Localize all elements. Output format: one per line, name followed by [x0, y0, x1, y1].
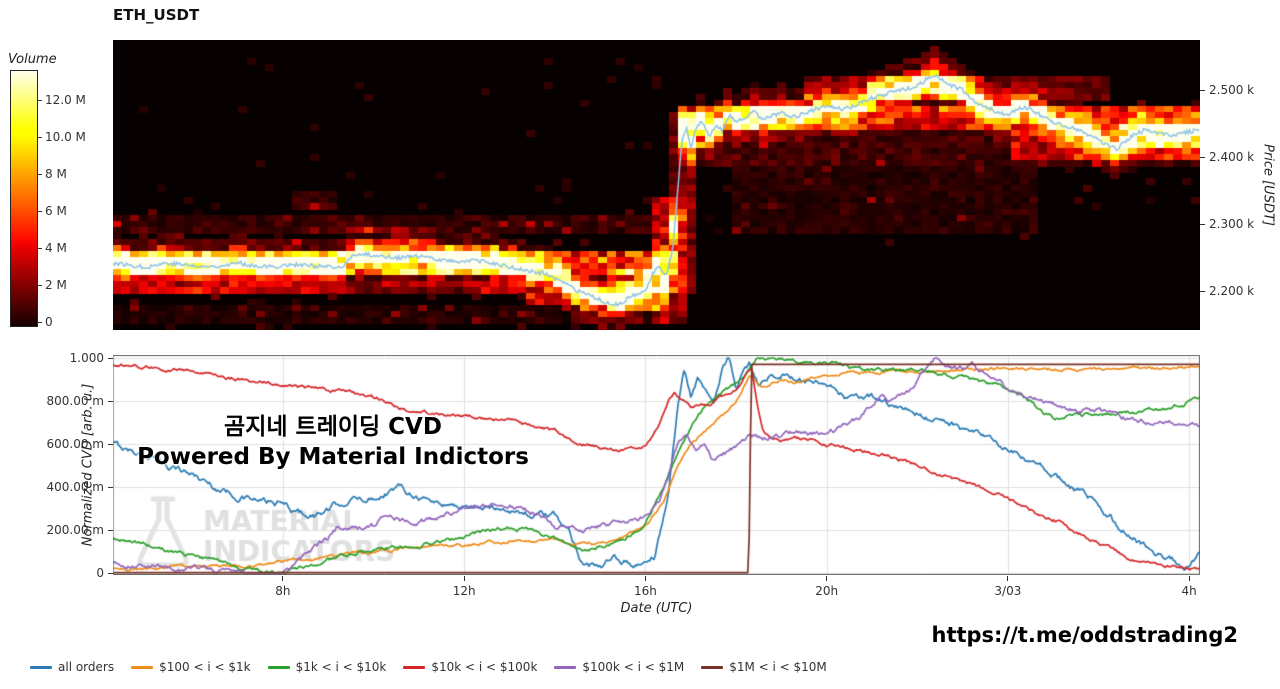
- legend-label: all orders: [58, 660, 115, 674]
- tick-label: 0: [96, 566, 104, 580]
- watermark-line2: Powered By Material Indictors: [137, 444, 529, 470]
- watermark-text: 곰지네 트레이딩 CVD Powered By Material Indicto…: [118, 412, 548, 472]
- tick-label: 2.200 k: [1209, 284, 1255, 299]
- tick-label: 12.0 M: [45, 93, 86, 107]
- tick-mark: [108, 443, 113, 445]
- tick-mark: [282, 576, 284, 581]
- watermark-line1: 곰지네 트레이딩 CVD: [224, 414, 442, 440]
- tick-label: 800.00 m: [46, 394, 105, 408]
- tick-label: 16h: [633, 584, 657, 598]
- legend-item: $100k < i < $1M: [554, 660, 684, 674]
- legend-line-swatch: [701, 665, 724, 669]
- tick-mark: [38, 136, 42, 138]
- legend-item: $100 < i < $1k: [131, 660, 251, 674]
- legend-item: $10k < i < $100k: [403, 660, 537, 674]
- tick-label: 2.500 k: [1209, 83, 1255, 98]
- tick-label: 0: [45, 315, 53, 329]
- tick-mark: [38, 284, 42, 286]
- legend-label: $1k < i < $10k: [295, 660, 387, 674]
- tick-label: 2 M: [45, 278, 67, 292]
- legend-item: all orders: [30, 660, 114, 674]
- tick-mark: [1188, 576, 1190, 581]
- tick-label: 4 M: [45, 241, 67, 255]
- legend-label: $100k < i < $1M: [582, 660, 685, 674]
- tick-label: 20h: [815, 584, 839, 598]
- tick-label: 4h: [1181, 584, 1197, 598]
- tick-label: 12h: [452, 584, 476, 598]
- tick-mark: [38, 247, 42, 249]
- tick-mark: [1200, 156, 1205, 158]
- tick-mark: [1200, 89, 1205, 91]
- tick-label: 10.0 M: [45, 130, 86, 144]
- tick-mark: [108, 357, 113, 359]
- tick-label: 200.00 m: [46, 523, 105, 537]
- legend-line-swatch: [554, 665, 577, 669]
- legend-label: $10k < i < $100k: [431, 660, 538, 674]
- legend-label: $100 < i < $1k: [159, 660, 251, 674]
- tick-mark: [38, 99, 42, 101]
- tick-mark: [38, 321, 42, 323]
- legend-line-swatch: [267, 665, 290, 669]
- tick-label: 2.400 k: [1209, 150, 1255, 165]
- tick-label: 600.00 m: [46, 437, 105, 451]
- tick-label: 3/03: [994, 584, 1022, 598]
- legend-line-swatch: [131, 665, 154, 669]
- tick-mark: [38, 210, 42, 212]
- tick-label: 8 M: [45, 167, 67, 181]
- cvd-x-axis-label: Date (UTC): [620, 601, 693, 616]
- legend-line-swatch: [403, 665, 426, 669]
- tick-label: 1.000: [69, 351, 104, 365]
- cvd-plot: [113, 355, 1200, 575]
- tick-mark: [38, 173, 42, 175]
- tick-mark: [108, 486, 113, 488]
- tick-label: 400.00 m: [46, 480, 105, 494]
- tick-mark: [108, 529, 113, 531]
- tick-label: 8h: [275, 584, 291, 598]
- volume-colorbar-label: Volume: [8, 52, 57, 67]
- tick-label: 2.300 k: [1209, 217, 1255, 232]
- tick-mark: [826, 576, 828, 581]
- legend-item: $1k < i < $10k: [267, 660, 387, 674]
- volume-heatmap-plot: [113, 40, 1200, 330]
- tick-mark: [108, 400, 113, 402]
- tick-mark: [1200, 290, 1205, 292]
- legend-item: $1M < i < $10M: [701, 660, 827, 674]
- legend-line-swatch: [30, 665, 52, 669]
- legend-label: $1M < i < $10M: [729, 660, 827, 674]
- telegram-link[interactable]: https://t.me/oddstrading2: [931, 623, 1239, 647]
- tick-mark: [463, 576, 465, 581]
- tick-mark: [1200, 223, 1205, 225]
- tick-mark: [644, 576, 646, 581]
- volume-colorbar: [10, 70, 38, 327]
- price-axis-label: Price [USDT]: [1260, 144, 1276, 226]
- tick-mark: [108, 572, 113, 574]
- legend: all orders $100 < i < $1k $1k < i < $10k $1…: [30, 660, 827, 674]
- tick-label: 6 M: [45, 204, 67, 218]
- tick-mark: [1007, 576, 1009, 581]
- chart-title: ETH_USDT: [113, 6, 200, 24]
